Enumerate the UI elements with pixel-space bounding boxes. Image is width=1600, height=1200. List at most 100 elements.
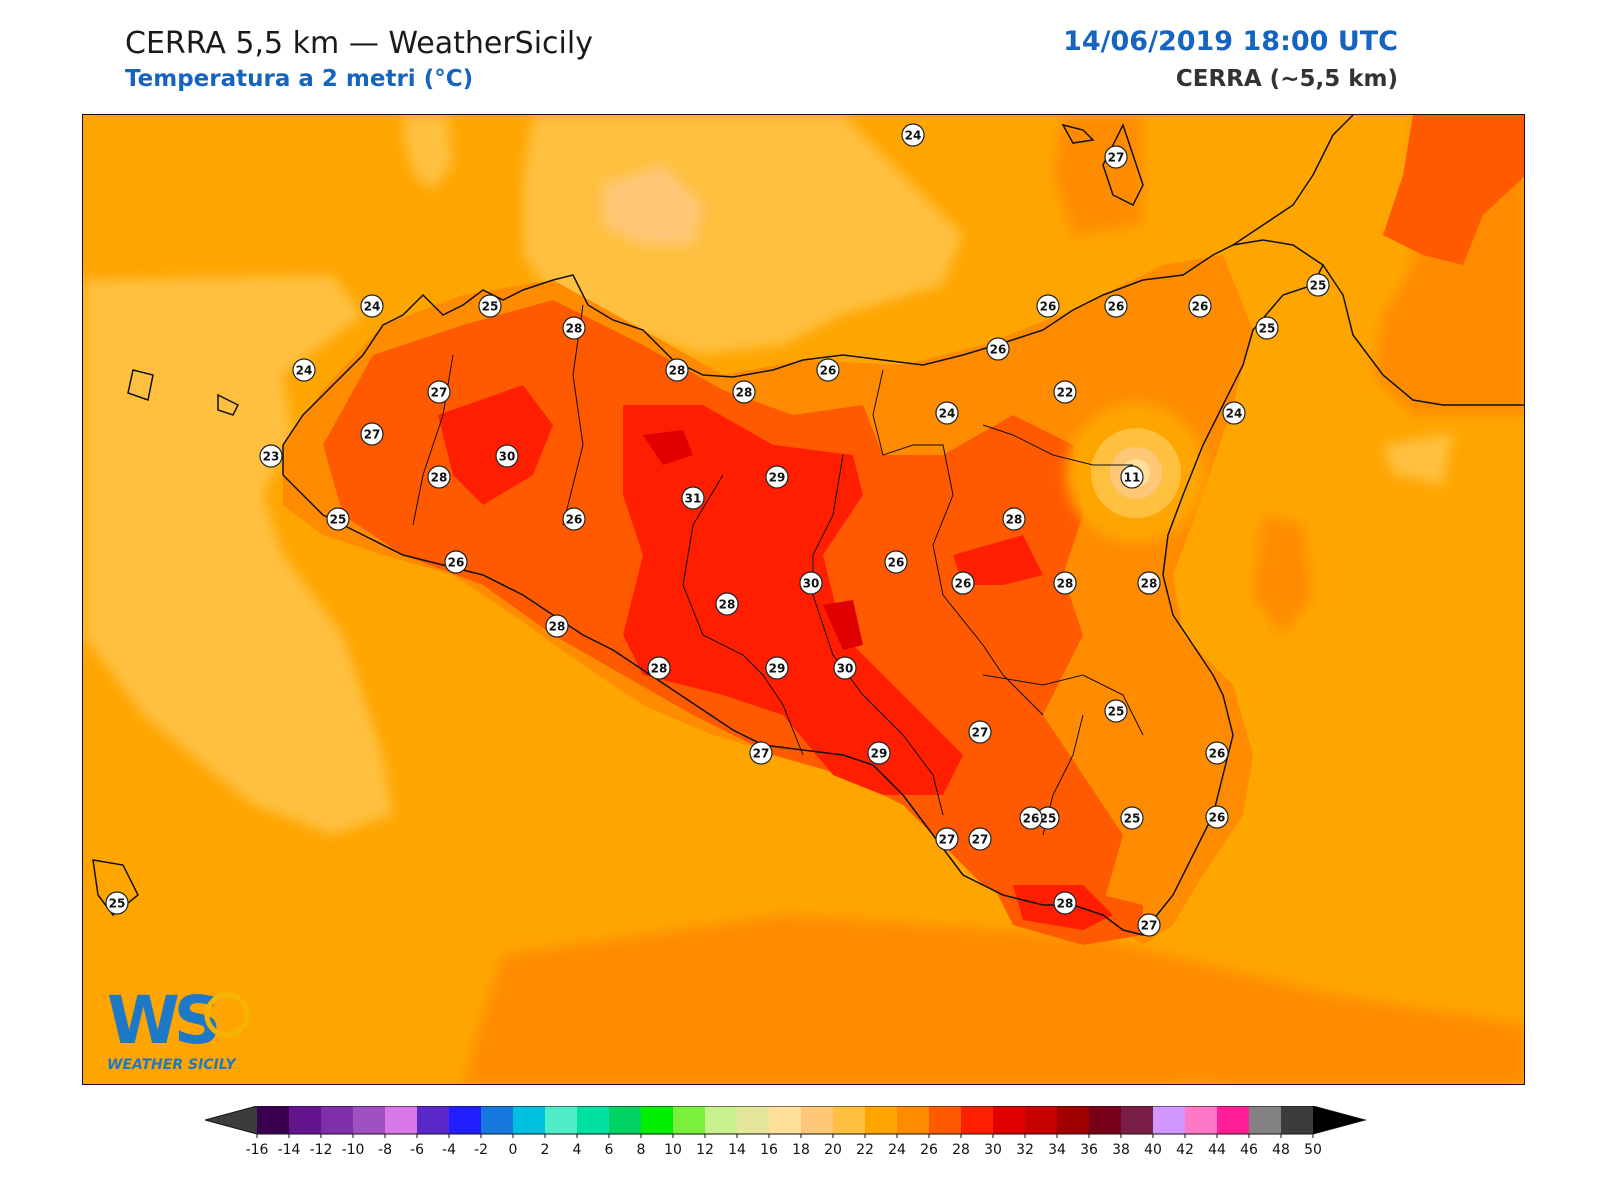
- station-marker: 23: [259, 444, 283, 468]
- station-value: 28: [566, 322, 583, 336]
- station-value: 28: [719, 598, 736, 612]
- station-value: 28: [1006, 513, 1023, 527]
- colorbar-swatch: [1217, 1106, 1250, 1134]
- colorbar-tick-label: 4: [573, 1142, 582, 1158]
- field-32-34: [643, 430, 863, 650]
- station-marker: 11: [1120, 465, 1144, 489]
- colorbar-swatch: [417, 1106, 450, 1134]
- colorbar-tick-label: 26: [920, 1142, 938, 1158]
- station-marker: 24: [935, 401, 959, 425]
- colorbar-tick-label: 42: [1176, 1142, 1194, 1158]
- colorbar-tick-label: -16: [246, 1142, 269, 1158]
- station-value: 28: [549, 620, 566, 634]
- station-value: 27: [1141, 919, 1158, 933]
- station-value: 28: [431, 471, 448, 485]
- station-marker: 29: [765, 465, 789, 489]
- station-value: 26: [955, 577, 972, 591]
- colorbar-swatch: [481, 1106, 514, 1134]
- station-value: 28: [651, 662, 668, 676]
- colorbar-swatch: [961, 1106, 994, 1134]
- colorbar-swatch: [801, 1106, 834, 1134]
- colorbar-tick-label: 20: [824, 1142, 842, 1158]
- station-value: 28: [1057, 577, 1074, 591]
- station-marker: 30: [799, 571, 823, 595]
- station-value: 26: [1040, 300, 1057, 314]
- station-marker: 25: [1120, 806, 1144, 830]
- station-marker: 28: [715, 592, 739, 616]
- colorbar-swatch: [705, 1106, 738, 1134]
- colorbar-swatch: [449, 1106, 482, 1134]
- station-value: 25: [109, 897, 126, 911]
- station-marker: 24: [292, 358, 316, 382]
- colorbar-swatch: [673, 1106, 706, 1134]
- station-value: 26: [820, 364, 837, 378]
- temperature-map[interactable]: 24 27 24 25 28 24 27 27 23 30 28 25 26 26 28 28 28 31 29 28…: [82, 114, 1525, 1085]
- station-marker: 28: [1053, 571, 1077, 595]
- station-value: 30: [803, 577, 820, 591]
- colorbar-tick-label: 16: [760, 1142, 778, 1158]
- colorbar-swatch: [1185, 1106, 1218, 1134]
- colorbar-swatch: [289, 1106, 322, 1134]
- station-marker: 27: [935, 827, 959, 851]
- station-value: 30: [499, 450, 516, 464]
- station-marker: 24: [1222, 401, 1246, 425]
- station-value: 28: [1141, 577, 1158, 591]
- station-value: 25: [482, 300, 499, 314]
- colorbar-tick-label: 38: [1112, 1142, 1130, 1158]
- station-value: 27: [939, 833, 956, 847]
- station-marker: 27: [1104, 145, 1128, 169]
- station-marker: 28: [1002, 507, 1026, 531]
- colorbar-tick-label: -12: [310, 1142, 333, 1158]
- colorbar-swatch: [833, 1106, 866, 1134]
- colorbar-swatch: [1089, 1106, 1122, 1134]
- station-marker: 28: [545, 614, 569, 638]
- station-markers: 24 27 24 25 28 24 27 27 23 30 28 25 26 26 28 28 28 31 29 28…: [105, 123, 1330, 937]
- station-marker: 27: [749, 741, 773, 765]
- station-value: 29: [769, 662, 786, 676]
- station-marker: 26: [1205, 805, 1229, 829]
- colorbar-swatch: [993, 1106, 1026, 1134]
- station-value: 25: [1040, 812, 1057, 826]
- field-20-22: [603, 165, 703, 245]
- calabria-field: [1383, 115, 1524, 265]
- station-marker: 28: [647, 656, 671, 680]
- station-marker: 25: [1104, 699, 1128, 723]
- colorbar-swatch: [897, 1106, 930, 1134]
- station-value: 30: [837, 662, 854, 676]
- station-value: 31: [685, 492, 702, 506]
- colorbar-swatch: [513, 1106, 546, 1134]
- station-marker: 28: [562, 316, 586, 340]
- weather-sicily-logo: WS WEATHER SICILY: [107, 982, 250, 1073]
- station-marker: 26: [1188, 294, 1212, 318]
- station-marker: 29: [765, 656, 789, 680]
- station-value: 25: [1310, 279, 1327, 293]
- colorbar-swatch: [1121, 1106, 1154, 1134]
- station-value: 24: [296, 364, 313, 378]
- colorbar-swatch: [1153, 1106, 1186, 1134]
- station-marker: 26: [1104, 294, 1128, 318]
- station-value: 26: [888, 556, 905, 570]
- colorbar-tick-label: 50: [1304, 1142, 1322, 1158]
- colorbar-tick-label: 36: [1080, 1142, 1098, 1158]
- station-value: 26: [1192, 300, 1209, 314]
- station-marker: 27: [968, 827, 992, 851]
- station-value: 26: [990, 343, 1007, 357]
- colorbar-over-arrow: [1313, 1106, 1365, 1134]
- colorbar-tick-label: 24: [888, 1142, 906, 1158]
- station-value: 28: [1057, 897, 1074, 911]
- colorbar-swatch: [865, 1106, 898, 1134]
- station-marker: 26: [951, 571, 975, 595]
- station-value: 25: [1124, 812, 1141, 826]
- station-marker: 28: [1137, 571, 1161, 595]
- station-marker: 26: [562, 507, 586, 531]
- station-value: 27: [972, 833, 989, 847]
- colorbar-tick-label: 18: [792, 1142, 810, 1158]
- station-marker: 24: [360, 294, 384, 318]
- station-marker: 25: [1255, 316, 1279, 340]
- colorbar-swatch: [1057, 1106, 1090, 1134]
- station-marker: 26: [1036, 294, 1060, 318]
- station-value: 27: [753, 747, 770, 761]
- colorbar-swatch: [1281, 1106, 1314, 1134]
- station-value: 24: [364, 300, 381, 314]
- colorbar-swatch: [577, 1106, 610, 1134]
